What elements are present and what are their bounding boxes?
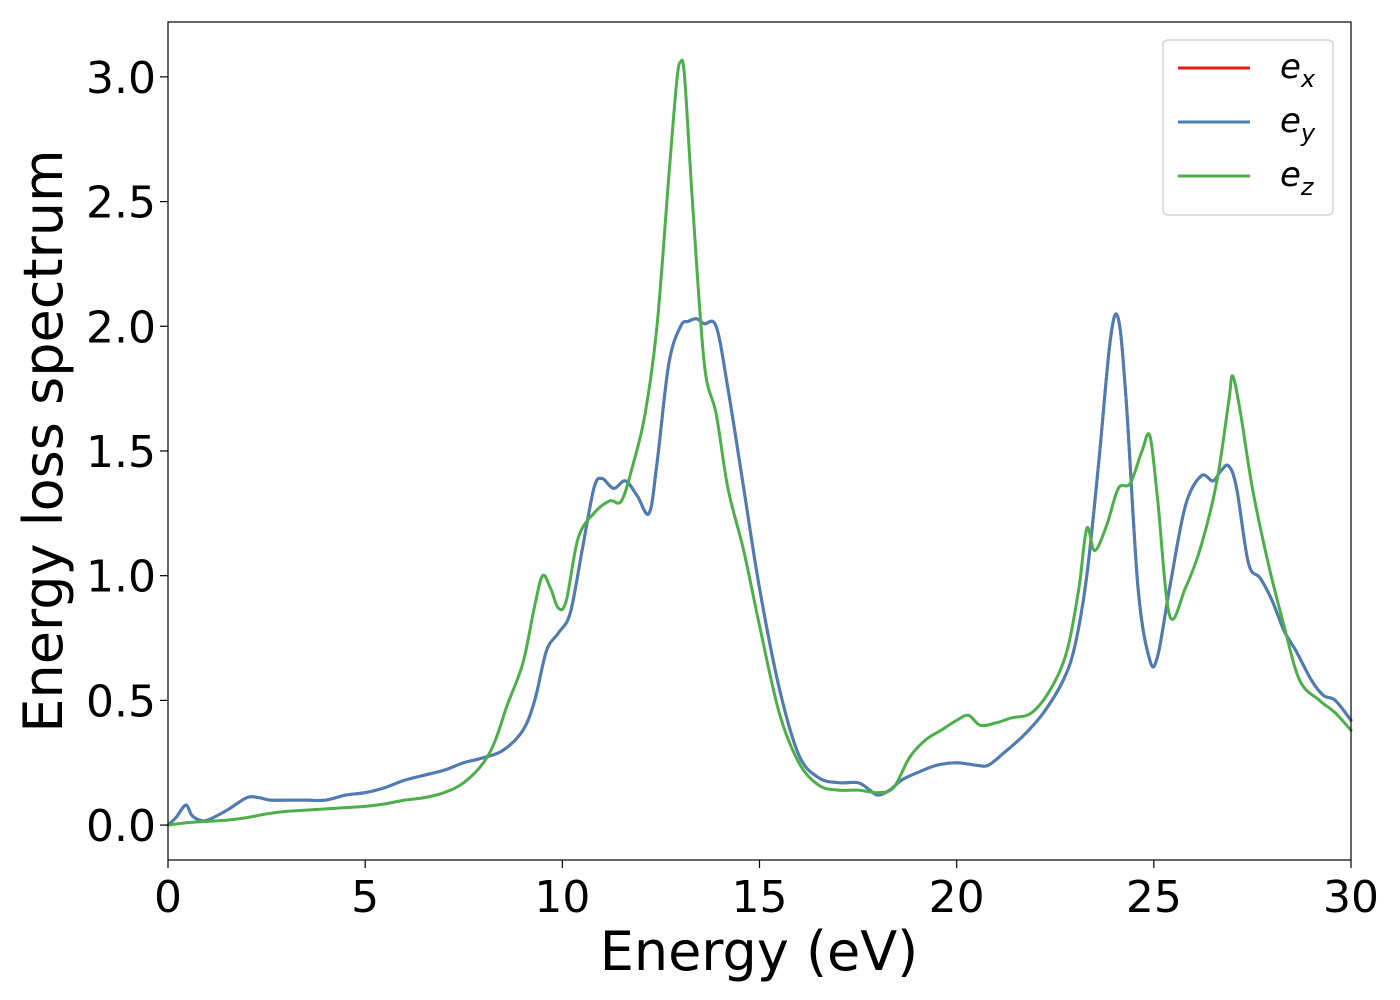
y-tick-label: 3.0 — [86, 53, 156, 104]
series-layer — [166, 58, 1353, 827]
legend-subscript: x — [1300, 65, 1316, 93]
x-axis-title: Energy (eV) — [600, 920, 919, 983]
x-tick-label: 20 — [929, 872, 985, 923]
x-tick-label: 25 — [1126, 872, 1182, 923]
y-tick-label: 2.0 — [86, 302, 156, 353]
x-tick-label: 5 — [351, 872, 379, 923]
x-tick-label: 15 — [732, 872, 788, 923]
series-line-z — [166, 58, 1353, 827]
x-tick-label: 0 — [154, 872, 182, 923]
y-tick-label: 1.5 — [86, 427, 156, 478]
series-line-y — [166, 312, 1353, 827]
y-tick-label: 2.5 — [86, 178, 156, 229]
legend-subscript: y — [1300, 119, 1316, 147]
y-tick-label: 1.0 — [86, 552, 156, 603]
x-tick-label: 30 — [1323, 872, 1379, 923]
legend-box — [1162, 39, 1334, 216]
x-axis: 0 5 10 15 20 25 30 — [154, 860, 1379, 923]
y-axis: 0.0 0.5 1.0 1.5 2.0 2.5 3.0 — [86, 53, 168, 852]
legend-subscript: z — [1300, 173, 1315, 201]
y-tick-label: 0.0 — [86, 801, 156, 852]
y-tick-label: 0.5 — [86, 676, 156, 727]
x-tick-label: 10 — [534, 872, 590, 923]
plot-area — [168, 22, 1351, 860]
y-axis-title: Energy loss spectrum — [12, 149, 75, 732]
